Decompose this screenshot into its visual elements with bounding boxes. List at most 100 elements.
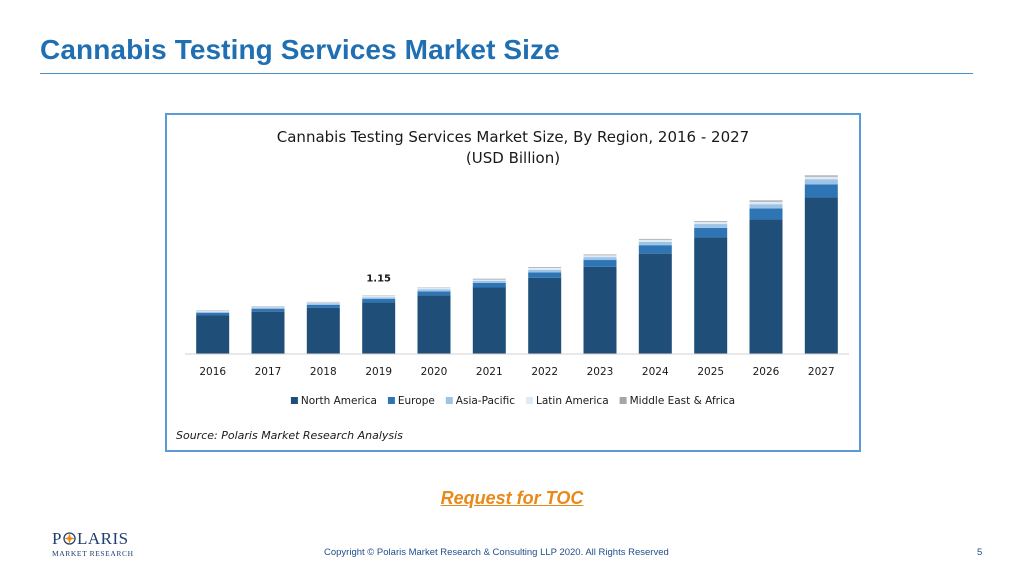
copyright-text: Copyright © Polaris Market Research & Co…	[324, 547, 669, 558]
bar-segment	[362, 297, 396, 299]
compass-star-icon	[63, 532, 76, 545]
bar-segment	[306, 307, 340, 354]
legend-item: North America	[290, 395, 377, 407]
bar-segment	[804, 184, 838, 198]
bar-segment	[196, 315, 230, 354]
bar-segment	[804, 179, 838, 185]
x-tick-label: 2025	[697, 366, 724, 378]
legend: North America Europe Asia-Pacific Latin Ame…	[290, 395, 736, 407]
bar-segment	[528, 277, 562, 354]
bar-segment	[804, 175, 838, 177]
chart-subtitle: (USD Billion)	[466, 149, 560, 167]
bar-segment	[417, 295, 451, 354]
legend-swatch	[387, 397, 395, 404]
bar-segment	[251, 308, 285, 312]
x-tick-label: 2019	[365, 366, 392, 378]
bar-segment	[583, 260, 617, 267]
bar-segment	[306, 304, 340, 308]
bar-segment	[583, 266, 617, 354]
bar-segment	[362, 296, 396, 298]
bar-segment	[306, 303, 340, 305]
x-tick-label: 2024	[642, 366, 669, 378]
bar-segment	[528, 267, 562, 268]
bar-segment	[694, 227, 728, 238]
bar-segment	[638, 253, 672, 354]
legend-label: Europe	[398, 395, 435, 407]
bar-segment	[638, 238, 672, 240]
bar-segment	[749, 208, 783, 220]
stacked-bar-chart: Cannabis Testing Services Market Size, B…	[176, 128, 849, 442]
bar-segment	[638, 239, 672, 242]
bar-segment	[528, 268, 562, 270]
legend-label: Asia-Pacific	[456, 395, 515, 407]
bars-group	[196, 175, 838, 354]
request-toc-link[interactable]: Request for TOC	[440, 488, 584, 508]
legend-swatch	[290, 397, 298, 404]
bar-segment	[251, 307, 285, 309]
data-label: 1.15	[366, 274, 391, 285]
bar-segment	[196, 310, 230, 312]
legend-label: North America	[301, 395, 377, 407]
x-tick-label: 2018	[310, 366, 337, 378]
bar-segment	[251, 311, 285, 354]
bar-segment	[196, 312, 230, 315]
bar-segment	[528, 272, 562, 278]
bar-segment	[583, 254, 617, 256]
page-number: 5	[977, 547, 983, 558]
chart-title: Cannabis Testing Services Market Size, B…	[277, 128, 749, 146]
legend-item: Asia-Pacific	[445, 395, 515, 407]
x-tick-label: 2027	[808, 366, 835, 378]
bar-segment	[472, 287, 506, 354]
bar-segment	[583, 255, 617, 258]
bar-segment	[749, 204, 783, 209]
bar-segment	[472, 282, 506, 288]
slide-title: Cannabis Testing Services Market Size	[40, 34, 560, 65]
logo-text-right: LARIS	[76, 529, 129, 548]
bar-segment	[749, 219, 783, 354]
x-tick-label: 2016	[199, 366, 226, 378]
legend-label: Middle East & Africa	[630, 395, 736, 407]
bar-segment	[638, 241, 672, 246]
bar-segment	[472, 280, 506, 283]
legend-swatch	[619, 397, 627, 404]
chart-frame: Cannabis Testing Services Market Size, B…	[165, 113, 861, 452]
bar-segment	[306, 302, 340, 304]
bar-segment	[694, 237, 728, 354]
bar-segment	[196, 311, 230, 313]
bar-segment	[804, 197, 838, 354]
x-tick-label: 2020	[421, 366, 448, 378]
bar-segment	[749, 200, 783, 202]
legend-label: Latin America	[536, 395, 609, 407]
bar-segment	[472, 279, 506, 281]
polaris-logo: P LARIS MARKET RESEARCH	[52, 529, 134, 558]
bar-segment	[638, 245, 672, 254]
x-tick-label: 2021	[476, 366, 503, 378]
bar-segment	[694, 224, 728, 228]
bar-segment	[694, 221, 728, 224]
logo-subtitle: MARKET RESEARCH	[52, 549, 134, 558]
bar-segment	[251, 306, 285, 308]
bar-segment	[583, 257, 617, 261]
legend-swatch	[445, 397, 453, 404]
bar-segment	[694, 221, 728, 222]
bar-segment	[472, 278, 506, 280]
bar-segment	[417, 291, 451, 296]
bar-segment	[528, 269, 562, 273]
bar-segment	[362, 302, 396, 354]
chart-source: Source: Polaris Market Research Analysis	[176, 429, 403, 442]
title-divider	[40, 73, 973, 74]
legend-item: Latin America	[526, 395, 609, 407]
x-tick-label: 2017	[255, 366, 282, 378]
bar-segment	[362, 299, 396, 303]
x-tick-labels: 2016 2017 2018 2019 2020 2021 2022 2023 2024 2025…	[199, 366, 834, 378]
x-tick-label: 2022	[531, 366, 558, 378]
x-tick-label: 2023	[587, 366, 614, 378]
legend-item: Middle East & Africa	[619, 395, 736, 407]
bar-segment	[417, 289, 451, 292]
data-labels: 1.15	[366, 274, 391, 285]
logo-text-left: P	[52, 529, 62, 548]
legend-item: Europe	[387, 395, 435, 407]
x-tick-label: 2026	[753, 366, 780, 378]
legend-swatch	[526, 397, 533, 404]
bar-segment	[417, 288, 451, 290]
